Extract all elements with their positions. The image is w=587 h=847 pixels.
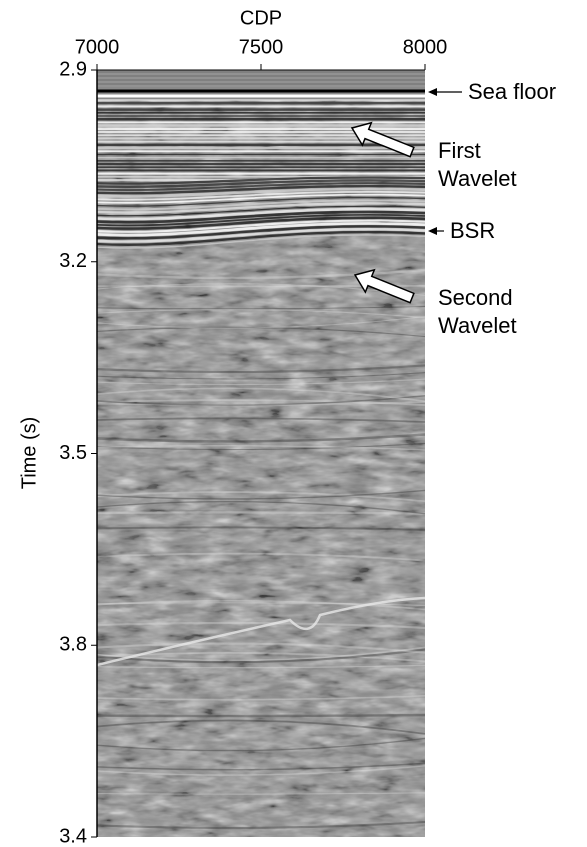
reflector: [97, 184, 425, 195]
reflector: [97, 417, 425, 423]
reflector: [97, 491, 425, 503]
seismic-section: [97, 70, 425, 837]
reflector: [97, 596, 425, 667]
reflector: [97, 268, 425, 280]
reflector: [97, 219, 425, 233]
reflector: [97, 820, 425, 830]
reflector: [97, 526, 425, 531]
reflector: [97, 646, 425, 662]
reflector: [97, 234, 425, 249]
reflector: [97, 187, 425, 198]
reflector: [97, 364, 425, 374]
reflector: [97, 500, 425, 515]
reflector: [97, 207, 425, 221]
reflector: [97, 442, 425, 451]
reflector: [97, 387, 425, 403]
reflector: [97, 719, 425, 735]
reflector: [97, 433, 425, 443]
x-tick-label: 7500: [239, 36, 284, 58]
reflector: [97, 552, 425, 562]
reflector: [97, 713, 425, 718]
reflector: [97, 599, 425, 611]
reflector: [97, 202, 425, 214]
reflector: [97, 190, 425, 201]
y-tick-label: 2.9: [59, 58, 87, 80]
reflector: [97, 315, 425, 329]
annotation: Second Wavelet: [438, 285, 517, 338]
reflector: [97, 602, 425, 607]
reflector: [97, 230, 425, 246]
reflector: [97, 372, 425, 380]
reflector: [97, 222, 425, 237]
reflector: [97, 193, 425, 204]
reflector: [97, 216, 425, 230]
reflector: [97, 196, 425, 207]
x-tick-label: 8000: [403, 36, 448, 58]
reflector: [97, 205, 425, 217]
reflector: [97, 305, 425, 310]
reflector: [97, 378, 425, 386]
annotation: Sea floor: [468, 79, 557, 104]
reflector: [97, 737, 425, 752]
reflector: [97, 214, 425, 227]
reflector: [97, 444, 425, 451]
y-tick-label: 3.5: [59, 442, 87, 464]
reflector: [97, 395, 425, 406]
wavelet-arrow: [353, 268, 415, 304]
x-tick-label: 7000: [75, 36, 120, 58]
y-tick-label: 3.4: [59, 825, 87, 847]
annotation: First Wavelet: [438, 138, 517, 191]
reflector: [97, 176, 425, 185]
y-tick-label: 3.2: [59, 250, 87, 272]
y-tick-label: 3.8: [59, 634, 87, 656]
reflector: [97, 695, 425, 701]
annotation: BSR: [450, 218, 496, 243]
reflector: [97, 401, 425, 406]
reflector: [97, 326, 425, 338]
reflector: [97, 489, 425, 500]
reflector: [97, 664, 425, 669]
reflector: [97, 642, 425, 654]
reflector: [97, 792, 425, 795]
wavelet-arrow: [350, 121, 415, 158]
reflector: [97, 182, 425, 191]
reflector: [97, 648, 425, 664]
reflector: [97, 511, 425, 515]
reflector: [97, 199, 425, 211]
image-noise: [97, 100, 425, 837]
reflector: [97, 308, 425, 319]
pointer-arrow-head: [428, 227, 437, 235]
reflector: [97, 399, 425, 406]
y-axis-label: Time (s): [18, 417, 40, 490]
reflector: [97, 210, 425, 224]
pointer-arrow-head: [428, 88, 437, 96]
x-axis-label: CDP: [240, 7, 282, 29]
reflector: [97, 762, 425, 771]
reflector: [97, 621, 425, 630]
reflector: [97, 765, 425, 776]
reflector: [97, 225, 425, 240]
reflector: [97, 228, 425, 243]
reflector: [97, 179, 425, 188]
